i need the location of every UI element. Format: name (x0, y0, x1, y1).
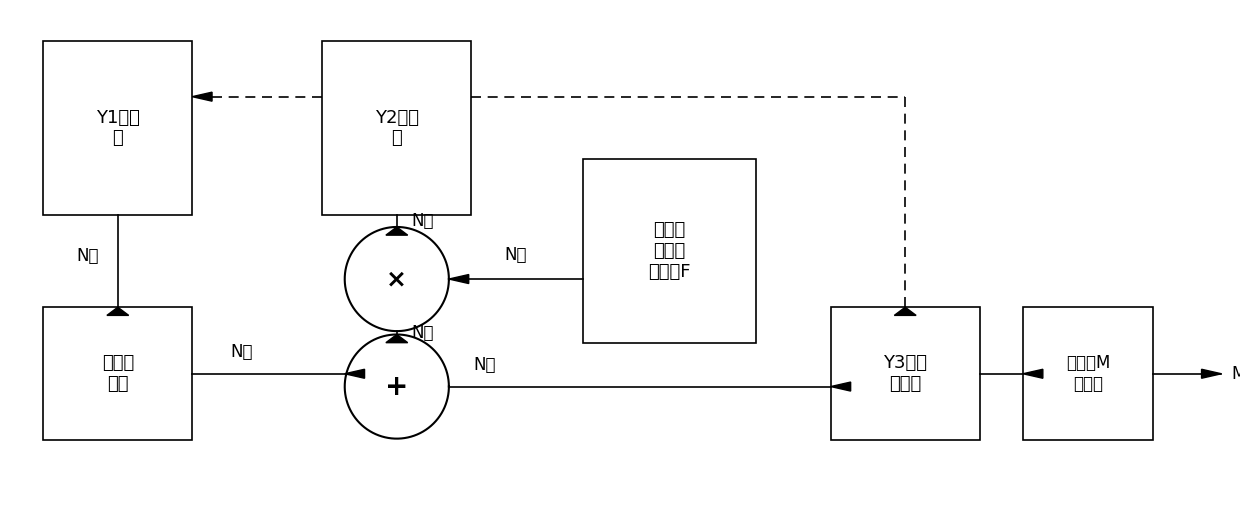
Text: Y3输出
寄存器: Y3输出 寄存器 (883, 354, 928, 393)
Text: 取负数
运算: 取负数 运算 (102, 354, 134, 393)
Bar (43, 41, 192, 215)
Bar (583, 159, 756, 343)
Bar (831, 307, 980, 440)
Text: +: + (386, 373, 408, 400)
Bar (1023, 307, 1153, 440)
Text: Y1寄存
器: Y1寄存 器 (95, 109, 140, 147)
Text: N位: N位 (505, 246, 527, 264)
Text: Y2寄存
器: Y2寄存 器 (374, 109, 419, 147)
Text: 频率控
制参数
寄存器F: 频率控 制参数 寄存器F (649, 221, 691, 281)
Polygon shape (894, 307, 916, 315)
Bar (322, 41, 471, 215)
Polygon shape (1202, 369, 1221, 378)
Bar (43, 307, 192, 440)
Text: N位: N位 (77, 247, 99, 265)
Polygon shape (345, 369, 365, 378)
Polygon shape (107, 307, 129, 315)
Polygon shape (386, 334, 408, 343)
Polygon shape (386, 227, 408, 235)
Polygon shape (831, 382, 851, 391)
Text: N位: N位 (231, 343, 253, 361)
Polygon shape (449, 274, 469, 284)
Text: M位: M位 (1231, 365, 1240, 383)
Text: N位: N位 (412, 324, 434, 342)
Polygon shape (192, 92, 212, 101)
Text: N位: N位 (412, 212, 434, 230)
Text: N位: N位 (474, 356, 496, 374)
Text: 截取高M
位输出: 截取高M 位输出 (1066, 354, 1110, 393)
Polygon shape (1023, 369, 1043, 378)
Text: ×: × (387, 267, 407, 291)
